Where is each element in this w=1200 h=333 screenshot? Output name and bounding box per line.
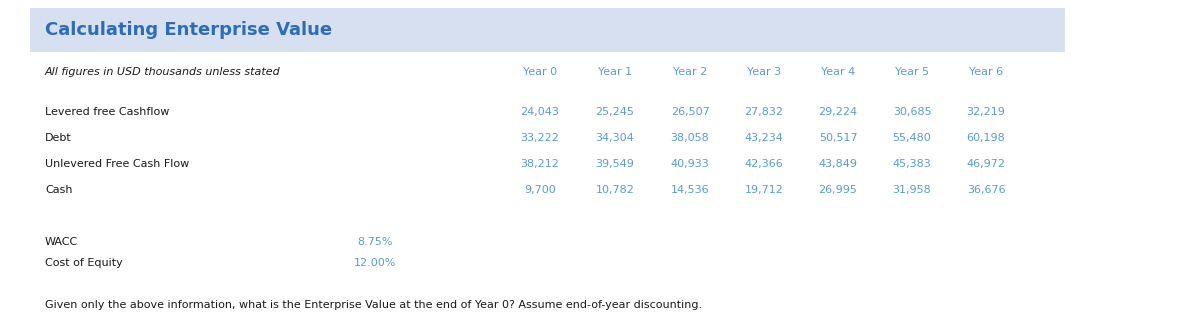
Text: 45,383: 45,383 xyxy=(893,159,931,169)
Text: 60,198: 60,198 xyxy=(967,133,1006,143)
Text: Year 6: Year 6 xyxy=(968,67,1003,77)
Text: 38,212: 38,212 xyxy=(521,159,559,169)
Text: 19,712: 19,712 xyxy=(744,185,784,195)
Text: 55,480: 55,480 xyxy=(893,133,931,143)
Text: 12.00%: 12.00% xyxy=(354,258,396,268)
Text: 33,222: 33,222 xyxy=(521,133,559,143)
Text: 30,685: 30,685 xyxy=(893,107,931,117)
Text: 27,832: 27,832 xyxy=(744,107,784,117)
Text: Year 1: Year 1 xyxy=(598,67,632,77)
Text: Levered free Cashflow: Levered free Cashflow xyxy=(46,107,169,117)
Text: 31,958: 31,958 xyxy=(893,185,931,195)
Text: 32,219: 32,219 xyxy=(966,107,1006,117)
Text: 38,058: 38,058 xyxy=(671,133,709,143)
Text: 50,517: 50,517 xyxy=(818,133,857,143)
Text: 25,245: 25,245 xyxy=(595,107,635,117)
Text: Year 2: Year 2 xyxy=(673,67,707,77)
Text: 43,234: 43,234 xyxy=(744,133,784,143)
Text: 9,700: 9,700 xyxy=(524,185,556,195)
Text: 43,849: 43,849 xyxy=(818,159,858,169)
Text: Year 4: Year 4 xyxy=(821,67,856,77)
Text: 29,224: 29,224 xyxy=(818,107,858,117)
Text: Cash: Cash xyxy=(46,185,72,195)
Text: All figures in USD thousands unless stated: All figures in USD thousands unless stat… xyxy=(46,67,281,77)
Text: 34,304: 34,304 xyxy=(595,133,635,143)
Text: Calculating Enterprise Value: Calculating Enterprise Value xyxy=(46,21,332,39)
Text: Year 3: Year 3 xyxy=(746,67,781,77)
Text: Unlevered Free Cash Flow: Unlevered Free Cash Flow xyxy=(46,159,190,169)
Text: 46,972: 46,972 xyxy=(966,159,1006,169)
Text: 8.75%: 8.75% xyxy=(358,237,392,247)
Text: 10,782: 10,782 xyxy=(595,185,635,195)
Text: 26,995: 26,995 xyxy=(818,185,858,195)
Text: Year 0: Year 0 xyxy=(523,67,557,77)
Text: WACC: WACC xyxy=(46,237,78,247)
Text: 24,043: 24,043 xyxy=(521,107,559,117)
Text: Given only the above information, what is the Enterprise Value at the end of Yea: Given only the above information, what i… xyxy=(46,300,702,310)
Text: 40,933: 40,933 xyxy=(671,159,709,169)
Text: 26,507: 26,507 xyxy=(671,107,709,117)
Text: 36,676: 36,676 xyxy=(967,185,1006,195)
Text: Debt: Debt xyxy=(46,133,72,143)
Text: 14,536: 14,536 xyxy=(671,185,709,195)
Bar xyxy=(30,8,1066,52)
Text: 39,549: 39,549 xyxy=(595,159,635,169)
Text: Year 5: Year 5 xyxy=(895,67,929,77)
Text: Cost of Equity: Cost of Equity xyxy=(46,258,122,268)
Text: 42,366: 42,366 xyxy=(745,159,784,169)
